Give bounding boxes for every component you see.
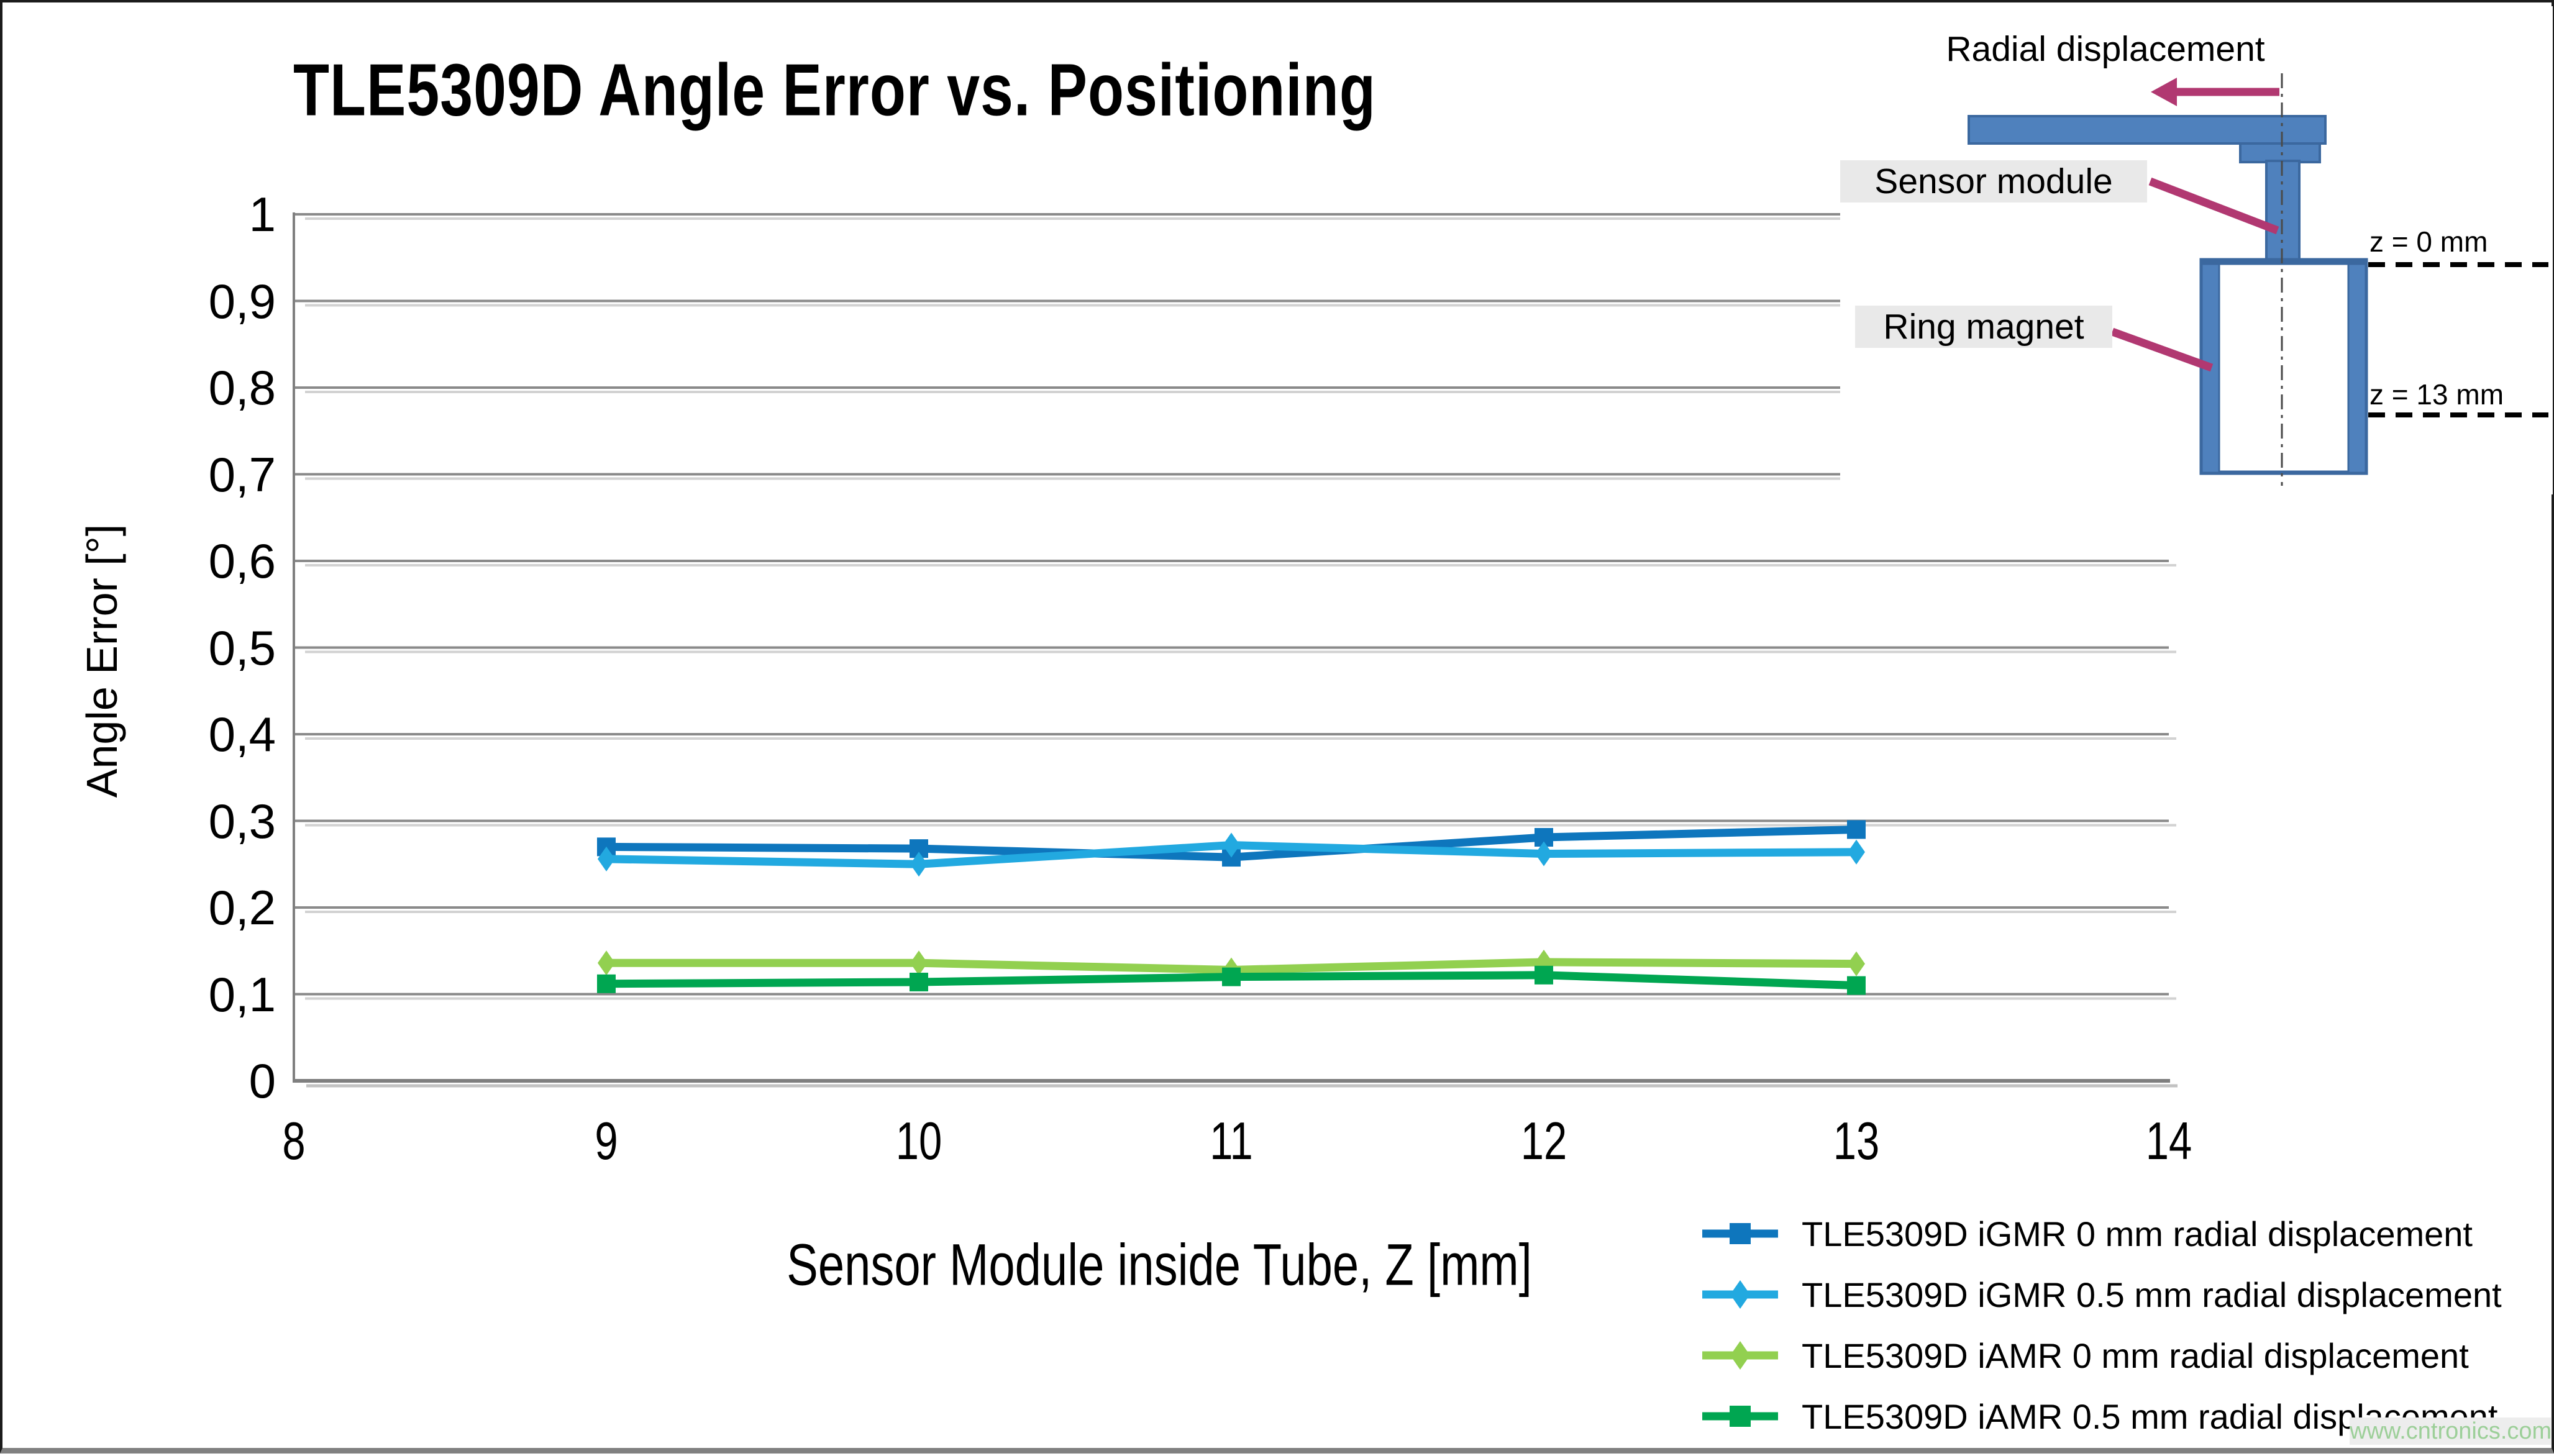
legend-swatch xyxy=(1702,1341,1778,1370)
z-reference-dashes xyxy=(2368,262,2548,417)
ring-magnet-shape xyxy=(2199,258,2368,475)
y-tick-label: 0,5 xyxy=(208,620,276,675)
ring-magnet-pointer xyxy=(2110,327,2214,372)
legend-swatch xyxy=(1702,1223,1778,1244)
legend: TLE5309D iGMR 0 mm radial displacement TL… xyxy=(1702,1203,2502,1447)
data-point-diamond xyxy=(1535,841,1553,867)
sensor-module-label-text: Sensor module xyxy=(1874,162,2113,201)
y-tick-label: 0,4 xyxy=(208,707,276,762)
y-tick-label: 0,1 xyxy=(208,967,276,1022)
series-2 xyxy=(598,832,1865,877)
legend-marker-diamond xyxy=(1730,1341,1750,1370)
data-point-diamond xyxy=(1223,832,1240,858)
y-tick-label: 0,2 xyxy=(208,880,276,935)
x-tick-label: 14 xyxy=(2145,1111,2192,1172)
y-tick-label: 0,6 xyxy=(208,534,276,588)
ring-magnet-label: Ring magnet xyxy=(1855,306,2112,348)
legend-row: TLE5309D iGMR 0.5 mm radial displacement xyxy=(1702,1264,2502,1325)
data-point-diamond xyxy=(910,950,928,976)
data-point-diamond xyxy=(1848,839,1865,865)
legend-label: TLE5309D iAMR 0 mm radial displacement xyxy=(1802,1335,2469,1375)
x-tick-label: 8 xyxy=(282,1111,306,1172)
data-point-square xyxy=(1847,820,1866,839)
radial-displacement-label: Radial displacement xyxy=(1946,29,2265,69)
y-tick-label: 0,7 xyxy=(208,447,276,502)
z-top-label: z = 0 mm xyxy=(2369,225,2488,258)
series-4 xyxy=(597,965,1866,995)
y-tick-label: 0,8 xyxy=(208,360,276,415)
x-tick-label: 12 xyxy=(1520,1111,1567,1172)
chart-title: TLE5309D Angle Error vs. Positioning xyxy=(293,49,1376,132)
watermark: www.cntronics.com xyxy=(2350,1417,2552,1445)
data-point-square xyxy=(597,974,616,993)
y-tick-label: 1 xyxy=(249,187,276,242)
data-point-square xyxy=(1847,976,1866,995)
legend-swatch xyxy=(1702,1406,1778,1427)
legend-row: TLE5309D iAMR 0 mm radial displacement xyxy=(1702,1325,2502,1386)
y-tick-label: 0,3 xyxy=(208,793,276,849)
x-tick-label: 11 xyxy=(1210,1111,1253,1172)
data-point-diamond xyxy=(910,852,928,877)
x-tick-label: 10 xyxy=(895,1111,942,1172)
radial-displacement-arrow xyxy=(2151,78,2279,106)
data-point-diamond xyxy=(598,950,615,976)
ring-magnet-label-text: Ring magnet xyxy=(1883,307,2084,347)
legend-row: TLE5309D iGMR 0 mm radial displacement xyxy=(1702,1203,2502,1264)
y-tick-label: 0,9 xyxy=(208,273,276,329)
data-point-diamond xyxy=(598,846,615,871)
axes xyxy=(293,212,2178,1088)
legend-marker-square xyxy=(1730,1223,1751,1244)
data-series xyxy=(597,820,1866,995)
y-tick-label: 0 xyxy=(249,1053,276,1108)
inset-diagram: Radial displacement Sensor module Ring m… xyxy=(1840,6,2553,494)
x-tick-label: 9 xyxy=(595,1111,618,1172)
x-tick-label: 13 xyxy=(1833,1111,1880,1172)
legend-marker-diamond xyxy=(1730,1280,1750,1309)
sensor-module-label: Sensor module xyxy=(1840,160,2147,202)
x-axis-title: Sensor Module inside Tube, Z [mm] xyxy=(787,1232,1532,1298)
data-point-diamond xyxy=(1848,951,1865,976)
z-bottom-label: z = 13 mm xyxy=(2369,378,2504,411)
sensor-module-pointer xyxy=(2148,177,2279,235)
legend-swatch xyxy=(1702,1280,1778,1309)
legend-marker-square xyxy=(1730,1406,1751,1427)
legend-label: TLE5309D iGMR 0.5 mm radial displacement xyxy=(1802,1275,2502,1314)
legend-label: TLE5309D iGMR 0 mm radial displacement xyxy=(1802,1214,2473,1254)
fixture-arm xyxy=(1968,115,2327,263)
data-point-square xyxy=(910,972,928,991)
data-point-square xyxy=(1222,967,1241,986)
data-point-square xyxy=(1535,965,1553,985)
